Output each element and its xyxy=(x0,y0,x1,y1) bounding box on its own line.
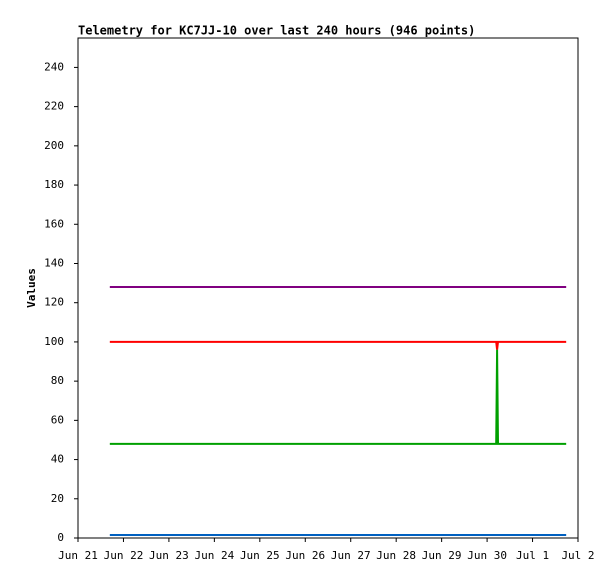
y-tick-label: 20 xyxy=(51,492,64,505)
x-tick-label: Jun 27 xyxy=(331,549,371,562)
y-axis-label: Values xyxy=(25,268,38,308)
chart-title: Telemetry for KC7JJ-10 over last 240 hou… xyxy=(78,24,475,38)
y-tick-label: 80 xyxy=(51,374,64,387)
y-tick-label: 120 xyxy=(44,296,64,309)
x-tick-label: Jun 26 xyxy=(285,549,325,562)
y-tick-label: 200 xyxy=(44,139,64,152)
series-line xyxy=(109,340,567,350)
y-tick-label: 180 xyxy=(44,178,64,191)
x-tick-label: Jun 23 xyxy=(149,549,189,562)
y-tick-label: 240 xyxy=(44,60,64,73)
x-tick-label: Jun 29 xyxy=(422,549,462,562)
y-tick-label: 160 xyxy=(44,217,64,230)
plot-frame xyxy=(77,37,579,539)
y-tick-label: 140 xyxy=(44,256,64,269)
y-tick-label: 0 xyxy=(57,531,64,544)
x-tick-label: Jun 30 xyxy=(467,549,507,562)
x-tick-label: Jun 28 xyxy=(376,549,416,562)
series-line xyxy=(109,349,567,445)
y-tick-label: 60 xyxy=(51,413,64,426)
y-tick-label: 40 xyxy=(51,453,64,466)
y-tick-label: 100 xyxy=(44,335,64,348)
x-tick-label: Jun 21 xyxy=(58,549,98,562)
x-tick-label: Jun 25 xyxy=(240,549,280,562)
y-tick-label: 220 xyxy=(44,100,64,113)
x-tick-label: Jul 1 xyxy=(516,549,549,562)
x-tick-label: Jun 22 xyxy=(104,549,144,562)
x-tick-label: Jun 24 xyxy=(194,549,234,562)
x-tick-label: Jul 2 xyxy=(561,549,594,562)
